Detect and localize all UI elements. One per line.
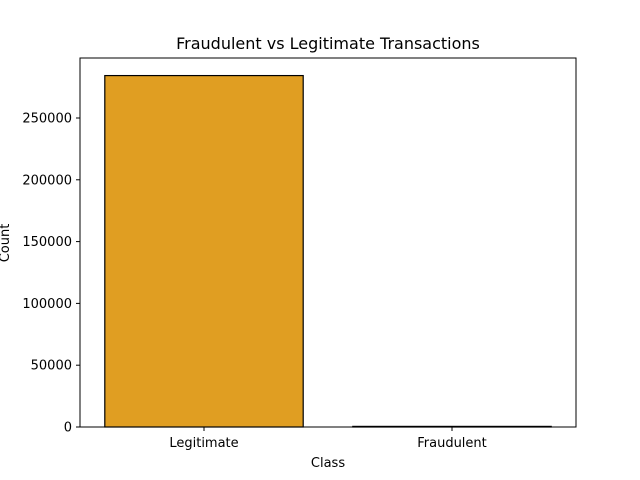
x-tick-label-fraudulent: Fraudulent: [417, 436, 487, 451]
x-tick-label-legitimate: Legitimate: [169, 436, 238, 451]
y-tick-label-4: 200000: [22, 173, 72, 188]
y-tick-label-0: 0: [64, 421, 72, 436]
bar-legitimate: [104, 74, 304, 428]
plot-frame: [79, 57, 577, 428]
plot-area: Legitimate Fraudulent 0 50000 100000 150000 20…: [22, 57, 577, 451]
chart-title: Fraudulent vs Legitimate Transactions: [176, 34, 480, 53]
y-tick-label-5: 250000: [22, 111, 72, 126]
x-axis-label: Class: [311, 456, 345, 471]
y-axis-label: Count: [0, 224, 13, 263]
y-tick-label-1: 50000: [31, 359, 72, 374]
y-tick-label-3: 150000: [22, 235, 72, 250]
y-tick-label-2: 100000: [22, 297, 72, 312]
